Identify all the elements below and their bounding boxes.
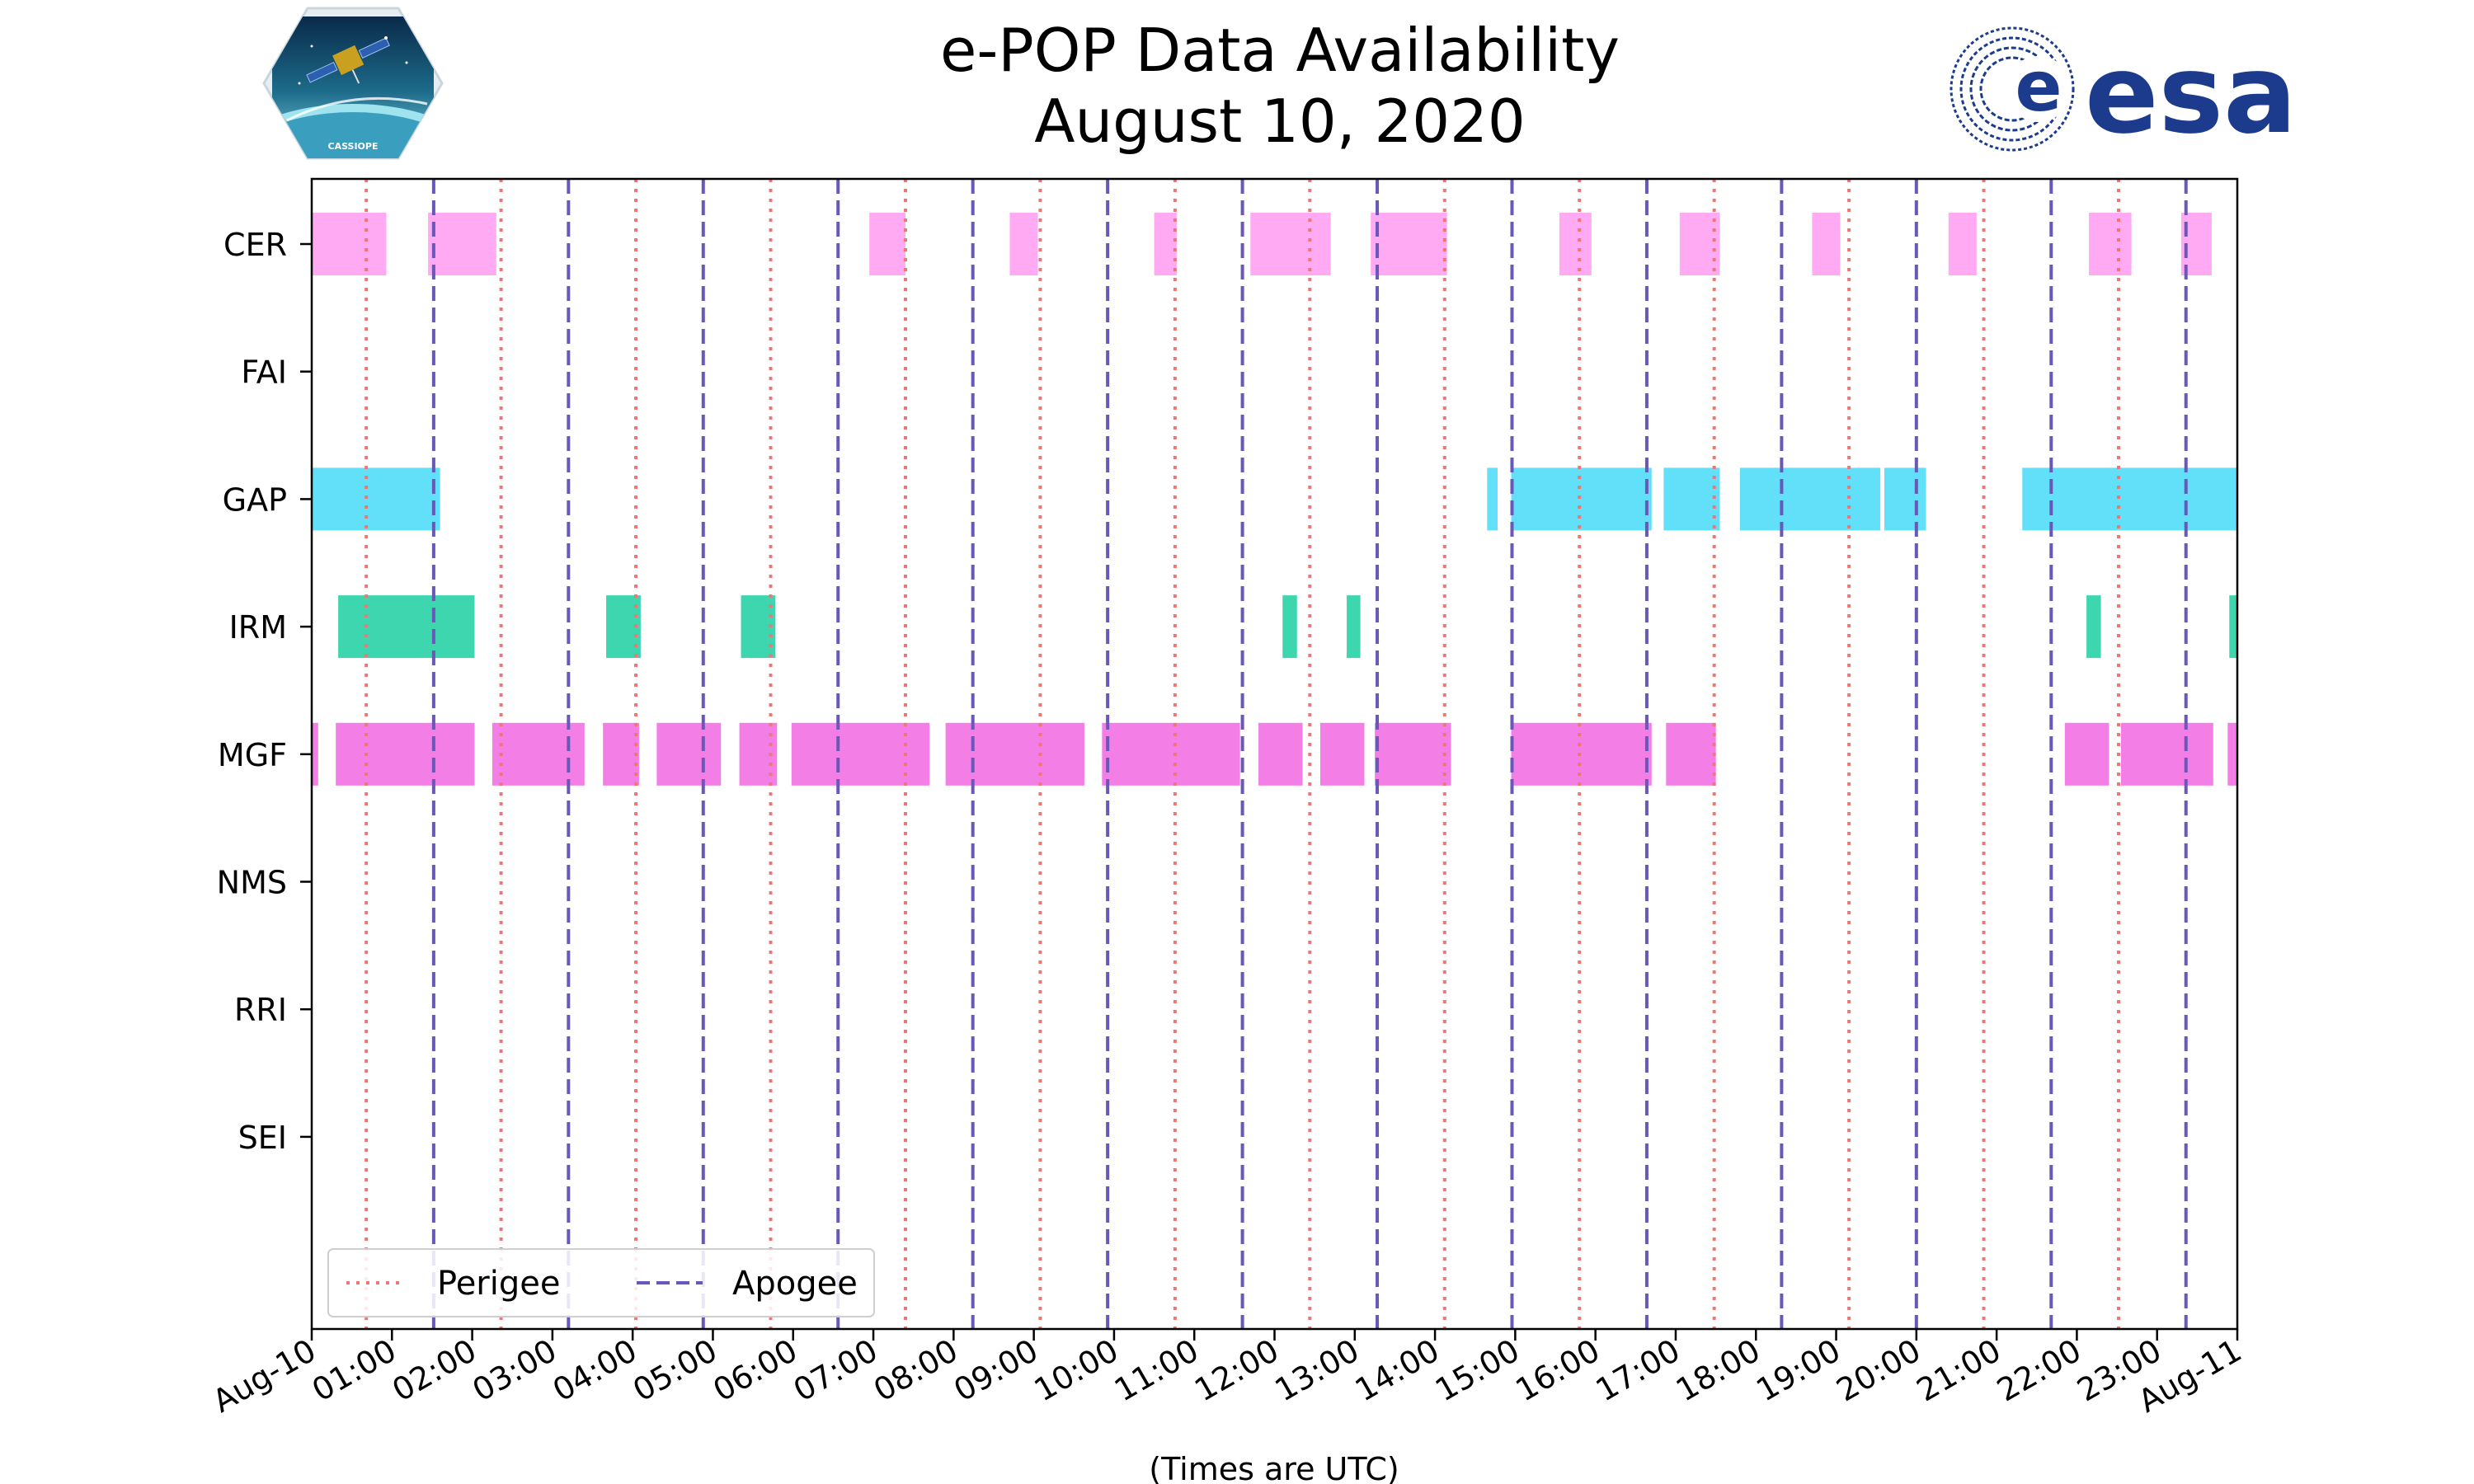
chart-title: e-POP Data Availability [940, 16, 1620, 85]
x-tick-label: 15:00 [1429, 1332, 1526, 1409]
x-tick-label: 04:00 [547, 1332, 643, 1409]
x-tick-label: 01:00 [306, 1332, 402, 1409]
bar-mgf [1666, 722, 1716, 786]
x-tick-label: 07:00 [788, 1332, 884, 1409]
x-tick-label: 11:00 [1108, 1332, 1205, 1409]
x-tick-label: 17:00 [1590, 1332, 1686, 1409]
x-axis: Aug-1001:0002:0003:0004:0005:0006:0007:0… [206, 1329, 2248, 1420]
bar-irm [338, 595, 475, 659]
y-tick-label: GAP [223, 481, 287, 518]
legend: Perigee Apogee [327, 1248, 875, 1317]
x-tick-label: 14:00 [1349, 1332, 1446, 1409]
bar-mgf [945, 722, 1084, 786]
bar-cer [1154, 213, 1177, 275]
x-tick-label: 12:00 [1188, 1332, 1285, 1409]
bar-cer [1371, 213, 1447, 275]
bar-cer [869, 213, 905, 275]
bar-irm [2086, 595, 2101, 659]
x-tick-label: 10:00 [1028, 1332, 1125, 1409]
bar-gap [1663, 467, 1720, 531]
legend-apogee-label: Apogee [732, 1265, 858, 1303]
x-tick-label: 09:00 [948, 1332, 1044, 1409]
bar-mgf [1375, 722, 1451, 786]
bar-gap [1511, 467, 1652, 531]
x-tick-label: 03:00 [467, 1332, 563, 1409]
y-tick-label: RRI [234, 992, 287, 1028]
x-tick-label: 05:00 [627, 1332, 723, 1409]
bar-mgf [336, 722, 475, 786]
bar-mgf [1258, 722, 1303, 786]
bar-cer [1812, 213, 1841, 275]
bar-irm [2229, 595, 2237, 659]
x-tick-label: 20:00 [1830, 1332, 1926, 1409]
interval-bars [312, 213, 2237, 786]
bar-cer [2089, 213, 2132, 275]
bar-mgf [492, 722, 585, 786]
x-tick-label: 13:00 [1268, 1332, 1365, 1409]
bar-cer [1559, 213, 1592, 275]
y-axis: CER FAI GAP IRM MGF NMS RRI SEI [217, 227, 312, 1156]
bar-mgf [2227, 722, 2237, 786]
esa-logo: e esa [1950, 26, 2297, 155]
x-tick-label: 19:00 [1750, 1332, 1846, 1409]
bar-gap [1487, 467, 1498, 531]
x-tick-label: 06:00 [707, 1332, 803, 1409]
x-tick-label: 02:00 [386, 1332, 482, 1409]
y-tick-label: IRM [229, 609, 287, 646]
bar-mgf [791, 722, 930, 786]
x-tick-label: Aug-10 [206, 1332, 322, 1420]
bar-cer [428, 213, 496, 275]
x-tick-label: 08:00 [868, 1332, 964, 1409]
bar-gap [1884, 467, 1926, 531]
bar-cer [1948, 213, 1977, 275]
svg-text:e: e [2015, 46, 2062, 127]
y-tick-label: NMS [217, 865, 287, 901]
bar-cer [1679, 213, 1720, 275]
bar-cer [1009, 213, 1038, 275]
y-tick-label: FAI [241, 355, 287, 391]
bar-irm [1282, 595, 1297, 659]
cassiope-caption: CASSIOPE [328, 141, 379, 152]
chart-subtitle: August 10, 2020 [1034, 87, 1525, 156]
y-tick-label: CER [223, 227, 287, 263]
y-tick-label: SEI [238, 1120, 287, 1156]
bar-gap [1739, 467, 1881, 531]
bar-mgf [312, 722, 318, 786]
x-axis-label: (Times are UTC) [1149, 1451, 1399, 1484]
legend-perigee-label: Perigee [437, 1265, 560, 1303]
x-tick-label: 18:00 [1670, 1332, 1766, 1409]
bar-gap [312, 467, 440, 531]
bar-mgf [2120, 722, 2213, 786]
bar-mgf [656, 722, 722, 786]
cassiope-logo: CASSIOPE [262, 7, 444, 160]
bar-mgf [1319, 722, 1365, 786]
esa-wordmark: esa [2085, 31, 2297, 155]
bar-mgf [1511, 722, 1652, 786]
y-tick-label: MGF [218, 737, 287, 773]
bar-cer [312, 213, 387, 275]
bar-irm [1347, 595, 1361, 659]
x-tick-label: 21:00 [1911, 1332, 2007, 1409]
bar-mgf [2064, 722, 2109, 786]
bar-gap [2022, 467, 2237, 531]
bar-mgf [1102, 722, 1240, 786]
bar-mgf [603, 722, 639, 786]
x-tick-label: 16:00 [1509, 1332, 1606, 1409]
perigee-lines [365, 179, 2121, 1329]
bar-cer [1250, 213, 1331, 275]
x-tick-label: 22:00 [1991, 1332, 2087, 1409]
legend-box [327, 1248, 875, 1317]
